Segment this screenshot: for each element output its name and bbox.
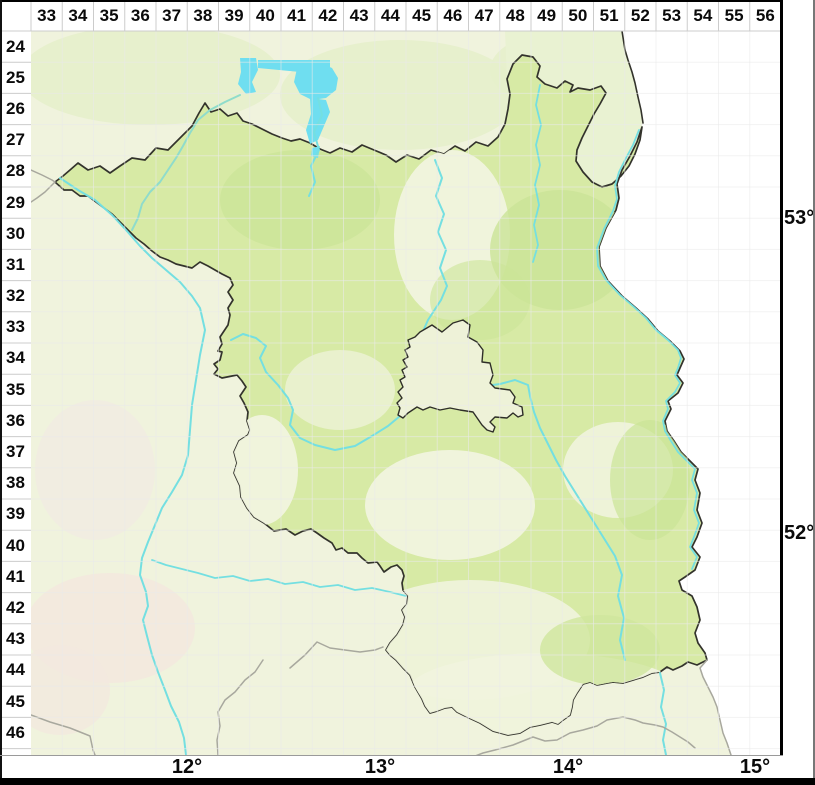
border-gray-saxony [475,716,696,755]
row-label: 42 [6,597,25,617]
berlin-outline [396,319,524,433]
row-label: 36 [6,410,25,430]
row-label: 39 [6,504,25,524]
column-label: 56 [755,5,775,25]
row-label: 31 [6,254,25,274]
row-label: 26 [6,98,25,118]
row-label: 25 [6,67,25,87]
row-label: 37 [6,442,25,462]
longitude-label: 14° [552,756,584,778]
mv-poland-border [621,31,644,124]
bb-clearing-7 [285,350,395,430]
row-label: 35 [6,379,25,399]
bb-clearing-6 [350,580,590,700]
grid-reference-frame [2,2,783,750]
column-label: 35 [99,5,119,25]
map-frame-top [0,0,783,2]
row-header-column: 24 25 26 27 28 29 30 31 32 33 34 35 36 37 38 39 40 41 42 43… [0,31,31,755]
poland [599,31,781,755]
column-label: 46 [443,5,463,25]
longitude-label: 15° [739,756,771,778]
column-label: 52 [630,5,650,25]
column-label: 53 [662,5,682,25]
row-label: 40 [6,535,25,555]
coordinate-grid [31,31,781,755]
column-label: 49 [537,5,557,25]
row-label: 46 [6,722,25,742]
river-havel-upper [308,97,323,197]
column-label: 44 [380,5,400,25]
row-label: 28 [6,161,25,181]
bb-clearing-2 [365,450,535,560]
latitude-label: 53° [784,207,815,229]
lake-mueritz-west [238,58,258,94]
column-label: 42 [318,5,338,25]
river-elbe [59,177,206,755]
river-neisse [659,672,667,755]
map-geography [31,31,781,755]
river-schwarze-elster [151,559,407,597]
column-label: 45 [412,5,432,25]
row-label: 29 [6,192,25,212]
column-label: 48 [505,5,525,25]
row-label: 27 [6,130,25,150]
map-frame-bottom [0,755,783,756]
bb-clearing-4 [226,415,298,525]
map-frame-left [0,0,2,785]
row-label: 43 [6,629,25,649]
column-label: 36 [130,5,150,25]
column-label: 40 [255,5,275,25]
longitude-label: 12° [171,756,203,778]
column-label: 55 [724,5,744,25]
column-label: 37 [162,5,182,25]
row-label: 38 [6,473,25,493]
row-label: 34 [6,348,25,368]
row-label: 30 [6,223,25,243]
row-label: 44 [6,660,25,680]
bb-forest-1 [490,190,630,310]
column-label: 51 [599,5,619,25]
column-label: 41 [287,5,307,25]
column-label: 43 [349,5,369,25]
pink-tint-2 [35,400,155,540]
map-frame-right [780,0,783,756]
lake-mueritz-main [294,62,338,100]
row-label: 41 [6,566,25,586]
column-label: 33 [37,5,57,25]
column-label: 47 [474,5,494,25]
bb-forest-5 [540,615,660,685]
row-label: 32 [6,286,25,306]
column-header-row: 33 34 35 36 37 38 39 40 41 42 43 44 45 46 47 48 49 50 51 52… [31,0,781,31]
pink-tint-3 [31,645,110,735]
row-label: 24 [6,36,25,56]
bottom-black-bar [0,778,815,785]
longitude-label: 13° [364,756,396,778]
border-gray-anhalt [289,641,384,669]
river-lake-outlet [131,94,241,231]
bb-forest-2 [220,150,380,250]
column-label: 54 [693,5,713,25]
column-label: 38 [193,5,213,25]
mecklenburg-tint-2 [280,40,520,150]
bb-forest-3 [610,420,690,540]
row-label: 33 [6,317,25,337]
bb-forest-4 [430,260,530,340]
river-oder [596,129,700,570]
river-uckermark [532,84,542,263]
column-label: 34 [68,5,88,25]
row-label: 45 [6,691,25,711]
image-right-edge [813,0,815,785]
border-gray-se [699,659,732,755]
column-label: 39 [224,5,244,25]
border-gray-west-stub-1 [31,169,56,183]
latitude-label: 52° [784,522,815,544]
column-label: 50 [568,5,588,25]
